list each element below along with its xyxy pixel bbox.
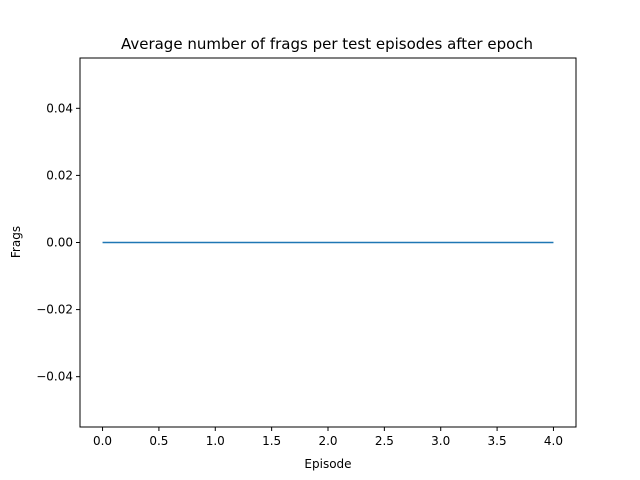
x-tick-label: 1.5 bbox=[262, 434, 281, 448]
y-tick-label: −0.02 bbox=[36, 303, 73, 317]
plot-frame bbox=[79, 57, 577, 428]
y-tick-label: 0.00 bbox=[46, 236, 73, 250]
x-axis: 0.0 0.5 1.0 1.5 2.0 2.5 3.0 3.5 4.0 bbox=[93, 427, 563, 448]
chart-title: Average number of frags per test episode… bbox=[121, 35, 533, 53]
x-tick-label: 2.0 bbox=[318, 434, 337, 448]
x-tick-label: 0.0 bbox=[93, 434, 112, 448]
y-axis-label: Frags bbox=[9, 226, 23, 258]
y-tick-label: 0.04 bbox=[46, 101, 73, 115]
y-tick-label: 0.02 bbox=[46, 168, 73, 182]
x-tick-label: 3.0 bbox=[431, 434, 450, 448]
x-tick-label: 3.5 bbox=[488, 434, 507, 448]
y-tick-label: −0.04 bbox=[36, 370, 73, 384]
x-axis-label: Episode bbox=[304, 457, 351, 471]
x-tick-label: 2.5 bbox=[375, 434, 394, 448]
x-tick-label: 1.0 bbox=[206, 434, 225, 448]
x-tick-label: 4.0 bbox=[544, 434, 563, 448]
y-axis: −0.04 −0.02 0.00 0.02 0.04 bbox=[36, 101, 80, 384]
x-tick-label: 0.5 bbox=[149, 434, 168, 448]
